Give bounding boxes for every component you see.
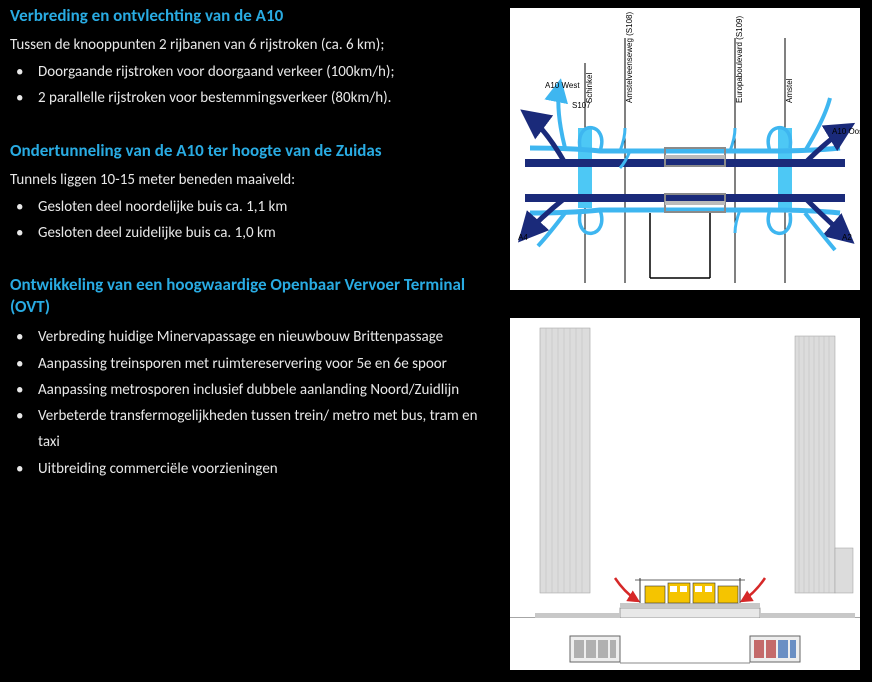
heading-3: Ontwikkeling van een hoogwaardige Openba… — [10, 274, 500, 318]
label-amstel: Amstel — [785, 78, 794, 103]
a10-schematic-diagram: A10 West A10 Oost A4 A2 S107 Schinkel Am… — [510, 8, 860, 290]
list-item: Gesloten deel noordelijke buis ca. 1,1 k… — [10, 194, 500, 220]
list-item: Uitbreiding commerciële voorzieningen — [10, 456, 500, 482]
label-a10-oost: A10 Oost — [832, 127, 860, 136]
label-a10-west: A10 West — [545, 81, 580, 90]
building-right — [795, 336, 853, 593]
trains — [645, 583, 738, 603]
list-2: Gesloten deel noordelijke buis ca. 1,1 k… — [10, 194, 500, 247]
heading-1: Verbreding en ontvlechting van de A10 — [10, 5, 500, 27]
list-item: Verbeterde transfermogelijkheden tussen … — [10, 403, 500, 456]
list-item: Gesloten deel zuidelijke buis ca. 1,0 km — [10, 220, 500, 246]
label-europaboulevard: Europaboulevard (S109) — [735, 15, 744, 103]
tunnel-left — [570, 636, 620, 662]
ovt-cross-section-diagram — [510, 318, 860, 670]
heading-2: Ondertunneling van de A10 ter hoogte van… — [10, 140, 500, 162]
label-a4: A4 — [518, 233, 528, 242]
list-item: Aanpassing metrosporen inclusief dubbele… — [10, 377, 500, 403]
label-amstelveenseweg: Amstelveenseweg (S108) — [625, 12, 634, 103]
list-item: 2 parallelle rijstroken voor bestemmings… — [10, 85, 500, 111]
section-1: Verbreding en ontvlechting van de A10 Tu… — [10, 5, 500, 112]
list-item: Aanpassing treinsporen met ruimtereserve… — [10, 351, 500, 377]
tunnel-right — [750, 636, 800, 662]
lead-2: Tunnels liggen 10-15 meter beneden maaiv… — [10, 168, 500, 192]
list-item: Verbreding huidige Minervapassage en nie… — [10, 324, 500, 350]
list-3: Verbreding huidige Minervapassage en nie… — [10, 324, 500, 482]
section-2: Ondertunneling van de A10 ter hoogte van… — [10, 140, 500, 247]
lead-1: Tussen de knooppunten 2 rijbanen van 6 r… — [10, 33, 500, 57]
text-content: Verbreding en ontvlechting van de A10 Tu… — [10, 5, 500, 510]
building-left — [540, 328, 590, 593]
section-3: Ontwikkeling van een hoogwaardige Openba… — [10, 274, 500, 482]
label-schinkel: Schinkel — [585, 73, 594, 103]
label-a2: A2 — [842, 233, 852, 242]
list-item: Doorgaande rijstroken voor doorgaand ver… — [10, 59, 500, 85]
list-1: Doorgaande rijstroken voor doorgaand ver… — [10, 59, 500, 112]
